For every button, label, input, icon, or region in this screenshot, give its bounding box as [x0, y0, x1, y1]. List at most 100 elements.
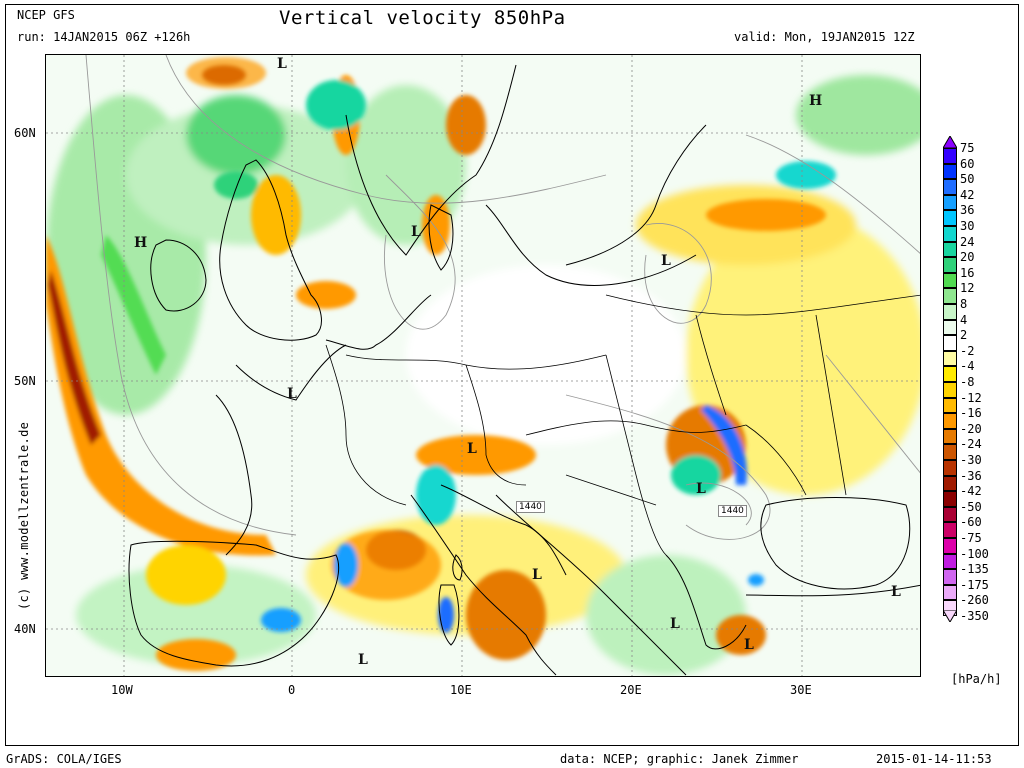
lat-label: 60N: [14, 126, 36, 140]
legend-swatch: [943, 413, 957, 429]
atlantic-green: [101, 235, 166, 375]
iberia-orange: [156, 639, 236, 671]
scot-orange: [251, 175, 301, 255]
legend-swatch: [943, 428, 957, 445]
lon-label: 10W: [111, 683, 133, 697]
legend-label: 50: [960, 172, 975, 187]
map-title: Vertical velocity 850hPa: [279, 7, 566, 29]
valid-time: valid: Mon, 19JAN2015 12Z: [734, 30, 915, 44]
legend-label: -30: [960, 453, 982, 467]
low-marker: L: [277, 56, 287, 72]
legend-label: -350: [960, 609, 989, 623]
legend-label: 8: [960, 297, 968, 311]
coastlines: [128, 64, 920, 676]
legend-swatch: [943, 522, 957, 538]
russia-green: [776, 161, 836, 189]
legend-label: 30: [960, 219, 975, 233]
graticule: [46, 55, 920, 676]
legend-swatch: [943, 226, 957, 242]
legend-label: 36: [960, 203, 975, 218]
low-marker: L: [467, 441, 477, 457]
footer-timestamp: 2015-01-14-11:53: [876, 752, 992, 766]
ns-green: [306, 80, 366, 130]
copyright-credit: (c) www.modellzentrale.de: [17, 421, 31, 610]
legend-swatch: [943, 288, 957, 304]
lon-label: 10E: [450, 683, 472, 697]
italy-orange: [416, 435, 536, 475]
lon-label: 20E: [620, 683, 642, 697]
legend-label: 20: [960, 250, 975, 265]
legend-arrow-down-icon: [943, 610, 957, 622]
aegean-orange: [716, 615, 766, 655]
legend-label: -135: [960, 562, 989, 577]
legend-swatch: [943, 584, 957, 601]
legend-swatch: [943, 397, 957, 414]
legend-swatch: [943, 506, 957, 523]
legend-swatch: [943, 335, 957, 351]
lat-label: 50N: [14, 374, 36, 388]
low-marker: L: [696, 481, 706, 497]
legend-swatch: [943, 194, 957, 211]
denmark-orange: [422, 195, 450, 255]
legend-label: -60: [960, 515, 982, 530]
baltic-orange: [446, 95, 486, 155]
field-balkan-green: [586, 555, 746, 675]
legend-label: -8: [960, 375, 975, 389]
legend-label: 75: [960, 141, 975, 155]
legend-label: -16: [960, 406, 982, 421]
carpathian-blue: [701, 405, 747, 485]
legend-swatch: [943, 210, 957, 226]
legend-label: 4: [960, 312, 968, 327]
legend-swatch: [943, 272, 957, 289]
legend-swatch: [943, 382, 957, 398]
legend-swatch: [943, 319, 957, 336]
low-marker: L: [891, 584, 901, 600]
legend-swatch: [943, 350, 957, 367]
legend-label: -12: [960, 390, 982, 405]
legend-label: -50: [960, 499, 982, 514]
lon-label: 30E: [790, 683, 812, 697]
country-borders: [325, 294, 920, 556]
norway-sea-orange: [186, 57, 266, 89]
legend-swatch: [943, 553, 957, 570]
gulf-lion-orange: [331, 530, 441, 600]
legend-label: 12: [960, 281, 975, 296]
legend-swatch: [943, 366, 957, 382]
legend-label: -75: [960, 531, 982, 545]
legend-label: -24: [960, 437, 982, 452]
low-marker: L: [744, 637, 754, 653]
legend-unit: [hPa/h]: [951, 672, 1002, 686]
tyrrhenian-orange: [466, 570, 546, 660]
uk-green: [214, 171, 258, 199]
legend-label: 42: [960, 187, 975, 202]
plot-frame: [5, 4, 1019, 746]
legend-label: 2: [960, 328, 968, 343]
spain-blue: [334, 543, 358, 587]
legend-swatch: [943, 460, 957, 476]
high-marker: H: [809, 93, 823, 109]
sardinia-blue: [438, 597, 454, 633]
model-name: NCEP GFS: [17, 8, 75, 22]
geopotential-contours: [85, 55, 920, 540]
low-marker: L: [661, 253, 671, 269]
legend-label: -20: [960, 421, 982, 436]
weather-map: L L H H L L L L L L L L L 1440 1440: [45, 54, 921, 677]
legend-label: -260: [960, 593, 989, 608]
legend-swatch: [943, 163, 957, 180]
field-central-white: [406, 265, 686, 445]
field-iberia-green: [76, 565, 316, 665]
legend-label: 16: [960, 265, 975, 280]
low-marker: L: [411, 224, 421, 240]
ns-orange: [296, 281, 356, 309]
romania-green: [671, 455, 721, 495]
low-marker: L: [358, 652, 368, 668]
lon-label: 0: [288, 683, 296, 697]
legend-swatch: [943, 444, 957, 460]
map-canvas: [46, 55, 920, 676]
legend-swatch: [943, 538, 957, 554]
atlantic-band: [46, 235, 276, 556]
legend-swatch: [943, 148, 957, 164]
iberia-yellow: [146, 545, 226, 605]
footer-credit: data: NCEP; graphic: Janek Zimmer: [560, 752, 799, 766]
legend-swatch: [943, 475, 957, 492]
